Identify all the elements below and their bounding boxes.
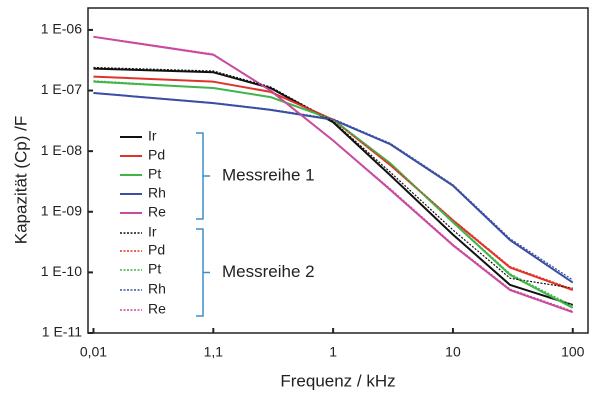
series-line — [93, 35, 573, 312]
legend-label: Pt — [148, 166, 161, 182]
legend-label: Pt — [148, 261, 161, 277]
y-tick-label: 1 E-08 — [41, 142, 82, 158]
y-tick-label: 1 E-10 — [41, 263, 82, 279]
y-tick-label: 1 E-07 — [41, 81, 82, 97]
x-tick-label: 100 — [561, 344, 585, 360]
x-axis-label: Frequenz / kHz — [280, 371, 395, 390]
x-tick-label: 0,01 — [80, 344, 107, 360]
series-line — [93, 67, 574, 306]
legend-label: Ir — [148, 128, 157, 144]
series-line — [93, 35, 574, 314]
legend-label: Rh — [148, 185, 166, 201]
series-line — [93, 80, 574, 307]
legend-label: Re — [148, 204, 166, 220]
series-line — [93, 75, 573, 290]
plot-frame — [87, 7, 589, 334]
series-line — [93, 75, 574, 292]
y-axis-label: Kapazität (Cp) /F — [11, 116, 30, 245]
legend-label: Re — [148, 301, 166, 317]
x-tick-label: 1,1 — [204, 344, 224, 360]
y-tick-label: 1 E-06 — [41, 21, 82, 37]
y-tick-label: 1 E-11 — [42, 324, 82, 340]
y-tick-label: 1 E-09 — [41, 202, 82, 218]
legend-label: Pd — [148, 242, 165, 258]
legend-label: Ir — [148, 224, 157, 240]
legend-bracket — [196, 132, 210, 220]
legend-group-label: Messreihe 2 — [222, 262, 315, 281]
legend-group-label: Messreihe 1 — [222, 165, 315, 184]
legend-label: Pd — [148, 147, 165, 163]
legend-bracket — [196, 228, 210, 317]
x-tick-label: 10 — [445, 344, 461, 360]
legend-label: Rh — [148, 281, 166, 297]
series-line — [93, 66, 573, 289]
x-tick-label: 1 — [329, 344, 337, 360]
series-line — [93, 92, 574, 281]
